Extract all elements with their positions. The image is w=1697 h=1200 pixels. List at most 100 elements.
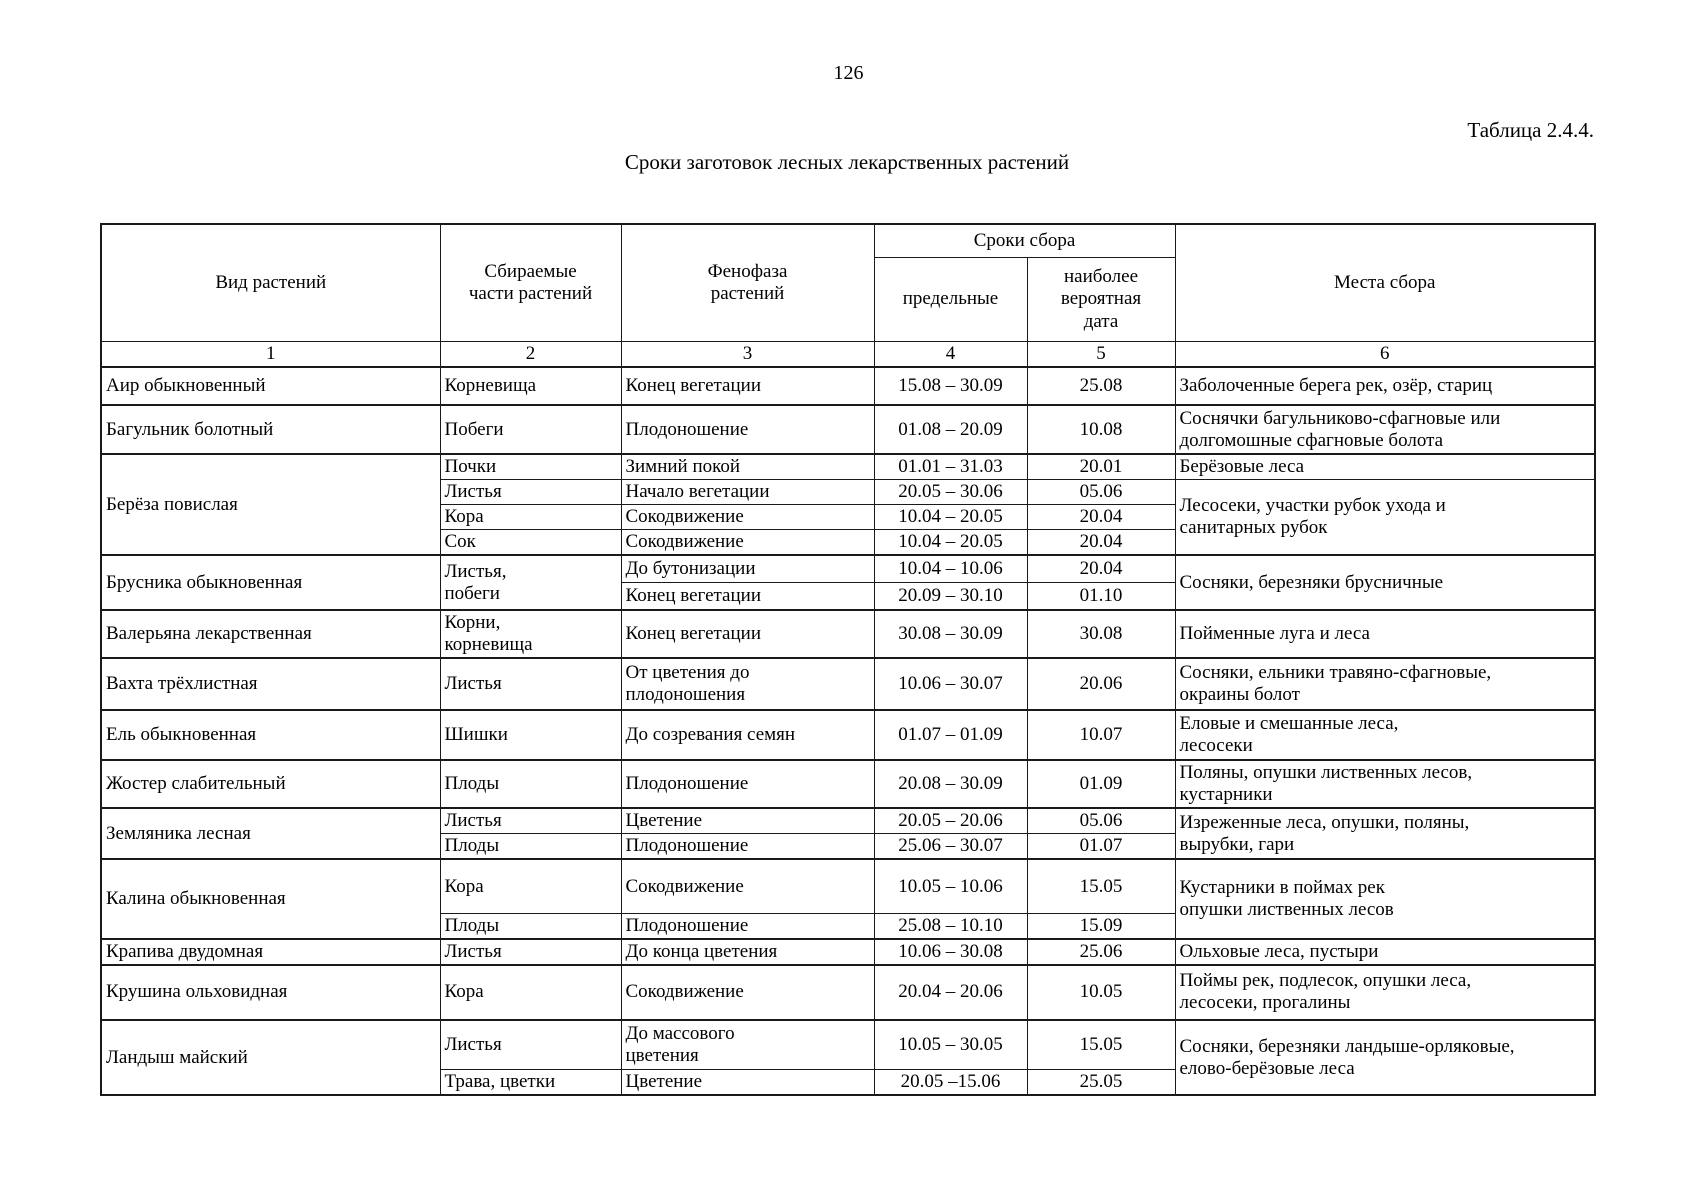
cell-limits: 20.09 – 30.10 xyxy=(873,581,1028,611)
cell-part: Кора xyxy=(439,963,622,1021)
cell-part: Почки xyxy=(439,453,622,481)
cell-part: Листья xyxy=(439,479,622,506)
cell-plant: Земляника лесная xyxy=(100,807,441,860)
col-header-parts: Сбираемые части растений xyxy=(439,223,622,342)
cell-limits: 15.08 – 30.09 xyxy=(873,366,1028,406)
cell-limits: 20.04 – 20.06 xyxy=(873,963,1028,1021)
cell-plant: Ландыш майский xyxy=(100,1018,441,1096)
cell-phase: Зимний покой xyxy=(620,453,875,481)
table-row: Вахта трёхлистная Листья От цветения до … xyxy=(100,657,1596,711)
cell-part: Листья xyxy=(439,937,622,966)
cell-likely: 05.06 xyxy=(1026,479,1176,506)
cell-likely: 10.07 xyxy=(1026,709,1176,761)
table-row: Ель обыкновенная Шишки До созревания сем… xyxy=(100,709,1596,761)
cell-part: Листья xyxy=(439,1018,622,1071)
cell-likely: 05.06 xyxy=(1026,807,1176,835)
cell-part: Плоды xyxy=(439,759,622,809)
column-number: 2 xyxy=(439,341,622,369)
cell-part: Кора xyxy=(439,858,622,914)
cell-limits: 01.01 – 31.03 xyxy=(873,453,1028,481)
header-row-1: Вид растений Сбираемые части растений Фе… xyxy=(100,223,1596,342)
cell-place: Берёзовые леса xyxy=(1174,453,1596,481)
cell-phase: До конца цветения xyxy=(620,937,875,966)
table-row: Трава, цветки Цветение 20.05 –15.06 25.0… xyxy=(101,1069,1595,1096)
harvest-table: Вид растений Сбираемые части растений Фе… xyxy=(100,223,1596,1097)
cell-plant: Ель обыкновенная xyxy=(100,709,441,761)
cell-part: Листья, побеги xyxy=(439,554,622,611)
header-row-2: предельные наиболее вероятная дата xyxy=(101,257,1595,342)
cell-plant: Крушина ольховидная xyxy=(100,963,441,1021)
cell-limits: 10.04 – 10.06 xyxy=(873,554,1028,583)
cell-place: Лесосеки, участки рубок ухода и санитарн… xyxy=(1174,479,1596,556)
cell-place: Еловые и смешанные леса, лесосеки xyxy=(1174,709,1596,761)
cell-place: Поляны, опушки лиственных лесов, кустарн… xyxy=(1174,759,1596,809)
column-number-row: 1 2 3 4 5 6 xyxy=(100,341,1596,369)
table-row: Калина обыкновенная Кора Сокодвижение 10… xyxy=(100,858,1596,940)
cell-plant: Калина обыкновенная xyxy=(100,858,441,940)
cell-place: Заболоченные берега рек, озёр, стариц xyxy=(1174,366,1596,406)
cell-phase: До массового цветения xyxy=(620,1018,875,1071)
cell-limits: 10.05 – 30.05 xyxy=(873,1018,1028,1071)
column-number: 5 xyxy=(1026,341,1176,369)
table-row: Крушина ольховидная Кора Сокодвижение 20… xyxy=(100,963,1596,1021)
table-row: Кора Сокодвижение 10.04 – 20.05 20.04 xyxy=(101,504,1595,531)
cell-plant: Жостер слабительный xyxy=(100,759,441,809)
table-row: Плоды Плодоношение 25.08 – 10.10 15.09 xyxy=(101,912,1595,940)
cell-phase: От цветения до плодоношения xyxy=(620,657,875,711)
table-row: Жостер слабительный Плоды Плодоношение 2… xyxy=(100,759,1596,809)
cell-likely: 20.04 xyxy=(1026,554,1176,583)
page-title: Сроки заготовок лесных лекарственных рас… xyxy=(624,150,1070,174)
cell-phase: Плодоношение xyxy=(620,912,875,940)
cell-phase: Сокодвижение xyxy=(620,504,875,531)
cell-part: Листья xyxy=(439,807,622,835)
cell-likely: 20.01 xyxy=(1026,453,1176,481)
cell-plant: Вахта трёхлистная xyxy=(100,657,441,711)
cell-place: Ольховые леса, пустыри xyxy=(1174,937,1596,966)
cell-place: Пойменные луга и леса xyxy=(1174,609,1596,659)
cell-likely: 01.10 xyxy=(1026,581,1176,611)
page-number: 126 xyxy=(833,62,864,84)
col-header-places: Места сбора xyxy=(1174,223,1596,342)
cell-phase: Цветение xyxy=(620,1069,875,1096)
cell-phase: До бутонизации xyxy=(620,554,875,583)
cell-plant: Валерьяна лекарственная xyxy=(100,609,441,659)
cell-plant: Багульник болотный xyxy=(100,404,441,455)
cell-likely: 15.09 xyxy=(1026,912,1176,940)
table-row: Крапива двудомная Листья До конца цветен… xyxy=(100,937,1596,966)
cell-likely: 30.08 xyxy=(1026,609,1176,659)
cell-phase: Конец вегетации xyxy=(620,366,875,406)
table-row: Брусника обыкновенная Листья, побеги До … xyxy=(100,554,1596,611)
cell-part: Трава, цветки xyxy=(439,1069,622,1096)
cell-limits: 25.08 – 10.10 xyxy=(873,912,1028,940)
cell-plant: Берёза повислая xyxy=(100,453,441,556)
cell-likely: 20.04 xyxy=(1026,504,1176,531)
cell-part: Кора xyxy=(439,504,622,531)
cell-limits: 10.04 – 20.05 xyxy=(873,504,1028,531)
cell-place: Сосняки, березняки брусничные xyxy=(1174,554,1596,611)
column-number: 1 xyxy=(100,341,441,369)
cell-part: Плоды xyxy=(439,912,622,940)
cell-place: Соснячки багульниково-сфагновые или долг… xyxy=(1174,404,1596,455)
cell-phase: Конец вегетации xyxy=(620,581,875,611)
cell-likely: 25.08 xyxy=(1026,366,1176,406)
cell-place: Изреженные леса, опушки, поляны, вырубки… xyxy=(1174,807,1596,860)
cell-limits: 20.05 – 30.06 xyxy=(873,479,1028,506)
cell-plant: Аир обыкновенный xyxy=(100,366,441,406)
cell-limits: 01.07 – 01.09 xyxy=(873,709,1028,761)
table-row: Листья Начало вегетации 20.05 – 30.06 05… xyxy=(101,479,1596,556)
cell-likely: 10.05 xyxy=(1026,963,1176,1021)
cell-phase: До созревания семян xyxy=(620,709,875,761)
table-row: Берёза повислая Почки Зимний покой 01.01… xyxy=(100,453,1596,556)
cell-likely: 10.08 xyxy=(1026,404,1176,455)
cell-place: Кустарники в поймах рек опушки лиственны… xyxy=(1174,858,1596,940)
col-header-plant: Вид растений xyxy=(100,223,441,342)
cell-phase: Начало вегетации xyxy=(620,479,875,506)
cell-part: Сок xyxy=(439,529,622,556)
cell-likely: 01.09 xyxy=(1026,759,1176,809)
cell-place: Сосняки, ельники травяно-сфагновые, окра… xyxy=(1174,657,1596,711)
column-number: 6 xyxy=(1174,341,1596,369)
cell-limits: 20.08 – 30.09 xyxy=(873,759,1028,809)
cell-likely: 20.06 xyxy=(1026,657,1176,711)
cell-plant: Брусника обыкновенная xyxy=(100,554,441,611)
cell-limits: 01.08 – 20.09 xyxy=(873,404,1028,455)
